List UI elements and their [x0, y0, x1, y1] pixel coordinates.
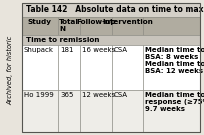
Bar [58, 45, 80, 90]
Text: 181: 181 [60, 47, 73, 53]
Bar [22, 3, 200, 17]
Bar [22, 3, 200, 132]
Text: CSA: CSA [114, 47, 128, 53]
Text: Study: Study [28, 19, 52, 25]
Text: Intervention: Intervention [102, 19, 153, 25]
Text: Median time to
BSA: 8 weeks
Median time to
BSA: 12 weeks: Median time to BSA: 8 weeks Median time … [145, 47, 204, 74]
Bar [112, 90, 143, 132]
Text: CSA: CSA [114, 92, 128, 98]
Text: Time to remission: Time to remission [26, 37, 100, 43]
Text: Shupack: Shupack [24, 47, 54, 53]
Bar [80, 17, 112, 35]
Bar [112, 17, 143, 35]
Bar [58, 90, 80, 132]
Text: Table 142   Absolute data on time to maximum effect •: Table 142 Absolute data on time to maxim… [26, 5, 204, 14]
Bar [80, 90, 112, 132]
Bar [22, 35, 200, 45]
Bar [112, 45, 143, 90]
Text: 16 weeks: 16 weeks [82, 47, 115, 53]
Bar [80, 45, 112, 90]
Text: Archived, for historic: Archived, for historic [7, 35, 13, 105]
Bar [143, 17, 200, 35]
Bar [22, 17, 58, 35]
Bar [58, 17, 80, 35]
Bar [22, 90, 58, 132]
Text: 365: 365 [60, 92, 73, 98]
Text: Follow-up: Follow-up [76, 19, 116, 25]
Text: 12 weeks: 12 weeks [82, 92, 115, 98]
Text: Median time to
response (≥75%)
9.7 weeks: Median time to response (≥75%) 9.7 weeks [145, 92, 204, 112]
Bar [22, 45, 58, 90]
Bar [143, 90, 200, 132]
Text: Ho 1999: Ho 1999 [24, 92, 54, 98]
Bar [143, 45, 200, 90]
Text: Total
N: Total N [59, 19, 79, 32]
